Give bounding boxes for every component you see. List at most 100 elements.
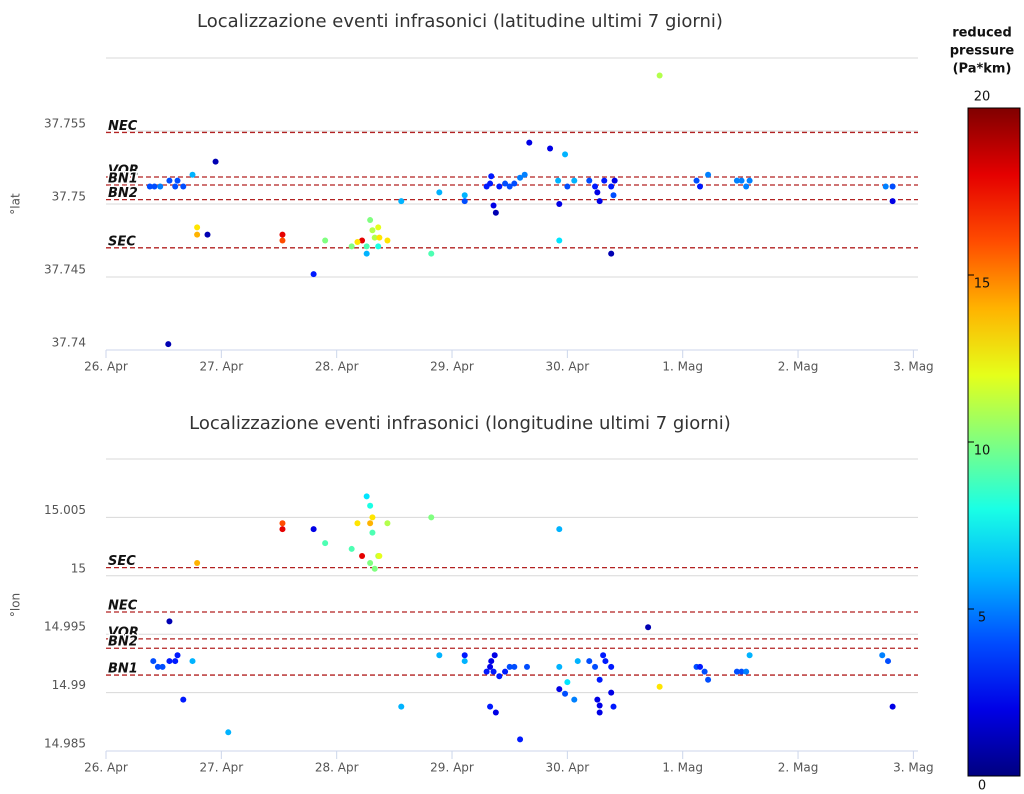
point [701,668,708,675]
point [225,729,232,736]
x-tick-label: 30. Apr [546,360,590,374]
point [885,658,892,665]
colorbar-tick-label: 5 [978,611,986,626]
point [586,177,593,184]
point [645,624,652,631]
x-tick-label: 1. Mag [662,360,703,374]
point [556,237,563,244]
point [367,217,374,224]
point [384,237,391,244]
point [743,668,750,675]
point [166,177,173,184]
x-tick-label: 3. Mag [893,360,934,374]
point [348,243,355,250]
colorbar-tick-label: 20 [974,90,991,105]
reference-label: BN1 [108,662,138,677]
colorbar-tick-label: 0 [978,779,986,794]
point [487,180,494,187]
point [506,663,513,670]
point [879,652,886,659]
point [487,703,494,710]
point [882,183,889,190]
point [172,658,179,665]
point [697,183,704,190]
point [889,703,896,710]
point [461,658,468,665]
point [348,545,355,552]
chart-title: Localizzazione eventi infrasonici (latit… [197,11,723,32]
colorbar-tick-label: 15 [974,277,991,292]
point [322,540,329,547]
reference-label: SEC [108,554,136,569]
point [502,668,509,675]
point [461,192,468,199]
point [556,686,563,693]
point [574,658,581,665]
x-tick-label: 28. Apr [315,761,359,775]
point [594,189,601,196]
point [490,668,497,675]
reference-label: NEC [108,119,138,134]
point [523,663,530,670]
point [562,151,569,158]
point [697,663,704,670]
point [310,271,317,278]
x-tick-label: 30. Apr [546,761,590,775]
point [746,652,753,659]
y-tick-label: 37.75 [52,190,86,204]
point [564,183,571,190]
point [363,493,370,500]
point [194,559,201,566]
y-axis-label: °lat [9,193,23,215]
point [279,520,286,527]
point [608,663,615,670]
y-tick-label: 14.995 [44,620,86,634]
colorbar [967,107,1021,777]
y-tick-label: 14.985 [44,737,86,751]
y-tick-label: 37.74 [52,336,86,350]
point [521,171,528,178]
point [310,526,317,533]
point [384,520,391,527]
chart-title: Localizzazione eventi infrasonici (longi… [189,413,731,434]
point [398,198,405,205]
point [492,209,499,216]
reference-label: NEC [108,599,138,614]
point [733,177,740,184]
point [371,565,378,572]
x-tick-label: 27. Apr [200,761,244,775]
point [363,243,370,250]
reference-label: SEC [108,234,136,249]
point [571,696,578,703]
point [596,676,603,683]
point [608,183,615,190]
point [174,177,181,184]
point [596,702,603,709]
y-axis-label: °lon [9,593,23,617]
point [562,690,569,697]
point [705,676,712,683]
point [398,703,405,710]
point [547,145,554,152]
reference-label: VOR [108,625,139,640]
point [600,652,607,659]
point [746,177,753,184]
y-tick-label: 15.005 [44,503,86,517]
point [611,177,618,184]
x-tick-label: 3. Mag [893,761,934,775]
point [656,72,663,79]
point [556,526,563,533]
point [367,559,374,566]
point [279,231,286,238]
point [608,689,615,696]
colorbar-title: pressure [950,44,1015,59]
point [596,198,603,205]
y-tick-label: 37.745 [44,263,86,277]
x-tick-label: 28. Apr [315,360,359,374]
point [369,227,376,234]
point [738,668,745,675]
point [180,183,187,190]
point [555,177,562,184]
point [738,177,745,184]
point [526,139,533,146]
